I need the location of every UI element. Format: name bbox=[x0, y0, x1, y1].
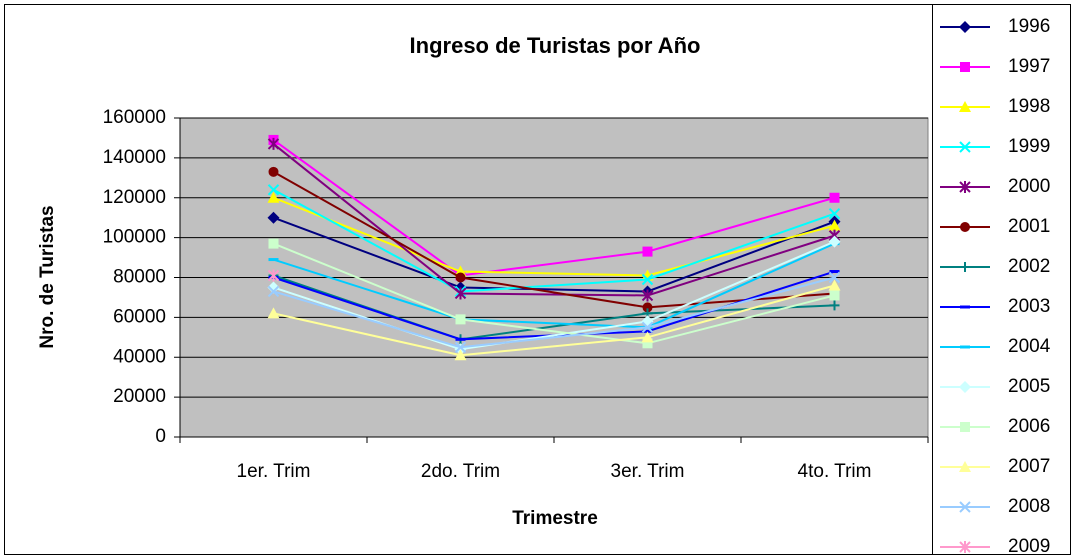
data-point bbox=[267, 307, 280, 319]
legend-marker bbox=[960, 62, 970, 72]
data-point bbox=[267, 191, 280, 203]
data-point bbox=[828, 279, 841, 291]
y-tick-label: 80000 bbox=[113, 267, 166, 288]
data-point bbox=[454, 287, 467, 300]
data-point bbox=[267, 269, 280, 282]
x-tick-label: 2do. Trim bbox=[421, 461, 500, 482]
data-point bbox=[267, 211, 280, 224]
legend-label: 2007 bbox=[1008, 456, 1050, 477]
data-point bbox=[828, 207, 841, 220]
data-point bbox=[829, 290, 840, 301]
x-axis-label: Trimestre bbox=[512, 508, 598, 529]
y-tick-label: 60000 bbox=[113, 306, 166, 327]
data-point bbox=[455, 314, 466, 325]
data-point bbox=[642, 338, 653, 349]
y-tick-label: 160000 bbox=[103, 107, 166, 128]
data-point bbox=[455, 272, 466, 283]
x-tick-label: 4to. Trim bbox=[798, 461, 872, 482]
x-tick-label: 1er. Trim bbox=[237, 461, 311, 482]
data-point bbox=[267, 184, 280, 196]
data-point bbox=[268, 238, 279, 249]
series-line bbox=[273, 188, 835, 293]
data-point bbox=[454, 341, 467, 353]
data-point bbox=[268, 258, 279, 262]
x-tick-label: 3er. Trim bbox=[611, 461, 685, 482]
y-axis-label: Nro. de Turistas bbox=[37, 205, 58, 348]
legend-marker bbox=[960, 345, 970, 349]
data-point bbox=[267, 281, 280, 294]
data-point bbox=[641, 331, 654, 343]
data-point bbox=[829, 300, 840, 311]
series-line bbox=[273, 276, 835, 349]
legend-marker bbox=[960, 262, 970, 272]
y-tick-label: 100000 bbox=[103, 227, 166, 248]
series-line bbox=[273, 242, 835, 345]
legend-marker bbox=[959, 21, 971, 33]
y-tick-label: 40000 bbox=[113, 346, 166, 367]
legend-marker bbox=[960, 422, 970, 432]
legend-label: 2006 bbox=[1008, 416, 1050, 437]
legend-label: 1997 bbox=[1008, 56, 1050, 77]
series-line bbox=[273, 242, 835, 329]
data-point bbox=[454, 349, 467, 361]
legend-label: 1998 bbox=[1008, 96, 1050, 117]
legend-label: 1996 bbox=[1008, 16, 1050, 37]
y-tick-label: 140000 bbox=[103, 147, 166, 168]
series-line bbox=[273, 216, 835, 293]
legend-marker bbox=[960, 305, 970, 309]
legend-marker bbox=[959, 501, 971, 513]
legend-label: 2003 bbox=[1008, 296, 1050, 317]
legend-label: 2005 bbox=[1008, 376, 1050, 397]
data-point bbox=[267, 137, 280, 150]
legend-label: 2004 bbox=[1008, 336, 1051, 357]
series-line bbox=[272, 143, 835, 297]
legend-marker bbox=[959, 461, 971, 472]
legend-marker bbox=[960, 222, 970, 232]
chart-title: Ingreso de Turistas por Año bbox=[410, 33, 701, 58]
data-point bbox=[641, 321, 654, 334]
legend-label: 2000 bbox=[1008, 176, 1050, 197]
data-point bbox=[642, 302, 653, 313]
data-point bbox=[267, 285, 280, 298]
data-point bbox=[641, 273, 654, 286]
series-line bbox=[272, 139, 835, 277]
y-tick-label: 120000 bbox=[103, 187, 166, 208]
legend-marker bbox=[959, 101, 971, 112]
data-point bbox=[268, 166, 279, 177]
legend-marker bbox=[959, 141, 971, 153]
legend-label: 2008 bbox=[1008, 496, 1050, 517]
legend-marker bbox=[959, 181, 971, 193]
series-line bbox=[273, 284, 835, 357]
series-line bbox=[273, 196, 835, 277]
data-point bbox=[829, 192, 840, 203]
legend-marker bbox=[959, 381, 971, 393]
legend-label: 2001 bbox=[1008, 216, 1050, 237]
data-point bbox=[455, 337, 466, 341]
data-point bbox=[828, 219, 841, 231]
legend-box bbox=[932, 4, 1071, 555]
y-tick-label: 20000 bbox=[113, 386, 166, 407]
y-tick-label: 0 bbox=[155, 426, 166, 447]
data-point bbox=[641, 289, 654, 302]
data-point bbox=[642, 246, 653, 257]
data-point bbox=[829, 270, 840, 274]
legend-label: 2009 bbox=[1008, 536, 1050, 557]
data-point bbox=[828, 235, 841, 248]
data-point bbox=[828, 271, 841, 284]
legend-label: 1999 bbox=[1008, 136, 1050, 157]
legend-marker bbox=[959, 541, 971, 553]
legend-label: 2002 bbox=[1008, 256, 1050, 277]
